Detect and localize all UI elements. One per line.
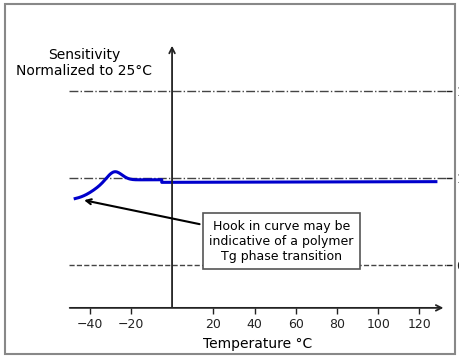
Text: Hook in curve may be
indicative of a polymer
Tg phase transition: Hook in curve may be indicative of a pol… (86, 199, 353, 262)
X-axis label: Temperature °C: Temperature °C (202, 337, 312, 351)
Text: Sensitivity
Normalized to 25°C: Sensitivity Normalized to 25°C (16, 48, 152, 78)
